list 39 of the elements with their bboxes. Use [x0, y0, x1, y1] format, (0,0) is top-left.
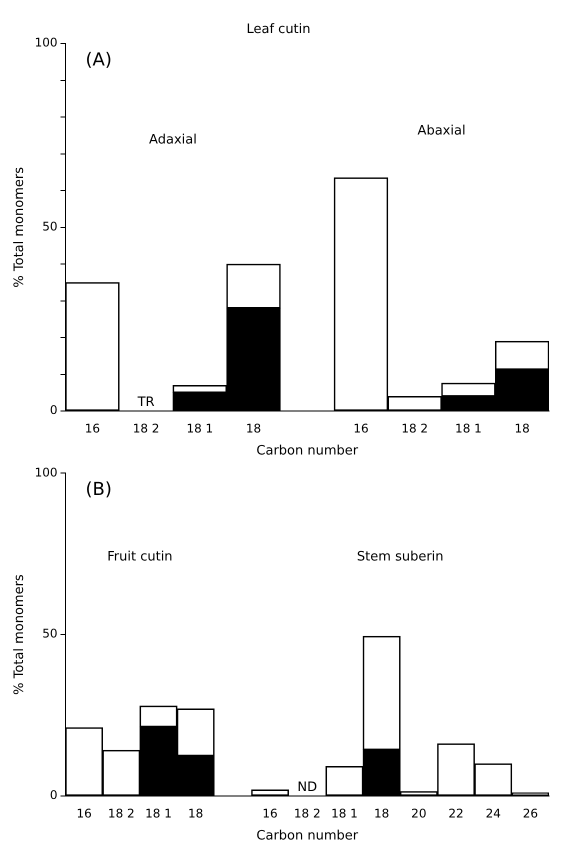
annotation: Stem suberin [356, 549, 444, 564]
y-tick-label: 100 [34, 465, 58, 480]
x-tick-label: 18 1 [331, 806, 358, 820]
x-tick-label: 16 [84, 421, 100, 436]
y-tick-label: 100 [34, 36, 58, 50]
annotation: (A) [86, 49, 112, 70]
y-axis-title: % Total monomers [12, 166, 28, 288]
chart-title: Leaf cutin [246, 22, 311, 38]
x-tick-label: 18 2 [294, 806, 321, 820]
y-tick-label: 0 [50, 403, 58, 418]
y-tick-label: 50 [42, 626, 58, 641]
y-tick-label: 0 [50, 788, 58, 802]
annotation: TR [136, 394, 155, 410]
annotation: (B) [86, 478, 112, 500]
y-tick-label: 50 [42, 219, 58, 234]
x-axis-title: Carbon number [256, 828, 359, 844]
x-tick-label: 18 1 [455, 421, 482, 436]
y-axis-title: % Total monomers [12, 574, 28, 695]
x-tick-label: 24 [486, 806, 501, 820]
annotation: Abaxial [418, 124, 466, 139]
x-tick-label: 18 2 [132, 421, 160, 436]
x-tick-label: 22 [448, 806, 464, 820]
x-tick-label: 20 [411, 806, 426, 820]
x-tick-label: 18 2 [108, 806, 135, 820]
annotation: Adaxial [149, 132, 197, 148]
x-tick-label: 16 [262, 806, 278, 820]
annotation: ND [297, 780, 318, 795]
x-tick-label: 18 [246, 421, 262, 436]
x-tick-label: 18 [374, 806, 390, 820]
annotation: Fruit cutin [107, 549, 173, 564]
x-tick-label: 18 1 [186, 421, 214, 436]
x-tick-label: 18 [188, 806, 204, 820]
x-tick-label: 18 [514, 421, 530, 436]
x-tick-label: 16 [76, 806, 92, 820]
x-tick-label: 18 1 [145, 806, 172, 820]
x-tick-label: 26 [522, 806, 538, 820]
x-tick-label: 16 [353, 421, 369, 436]
x-axis-title: Carbon number [256, 444, 359, 459]
x-tick-label: 18 2 [401, 421, 428, 436]
